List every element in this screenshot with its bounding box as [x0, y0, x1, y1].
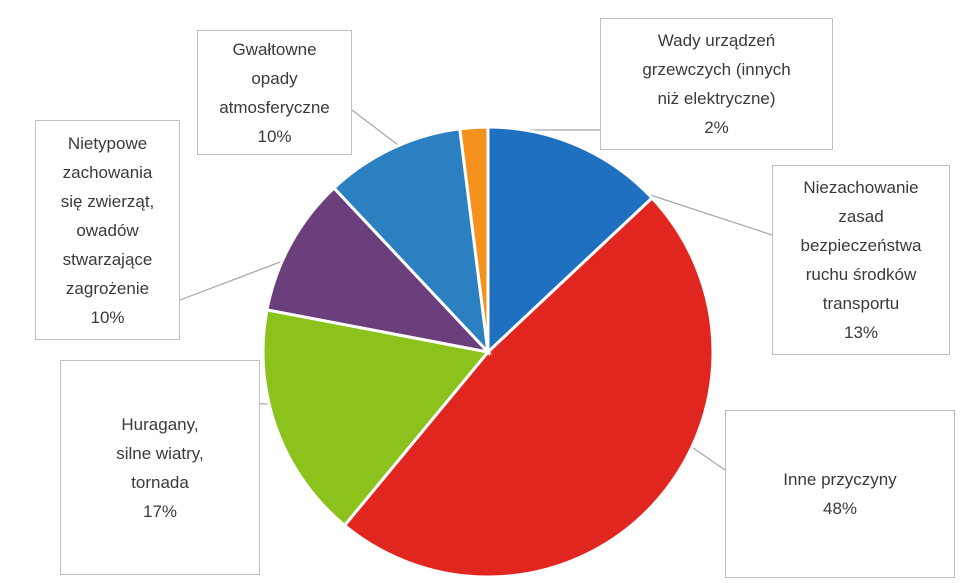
- category-label: Huragany, silne wiatry, tornada: [116, 414, 204, 492]
- value-label: 17%: [142, 501, 178, 521]
- leader-line: [351, 109, 399, 146]
- pie-slice: [265, 185, 493, 355]
- pie-slice: [342, 195, 715, 579]
- callout-label: Gwałtowne opady atmosferyczne 10%: [197, 30, 352, 155]
- callout-label: Wady urządzeń grzewczych (innych niż ele…: [600, 18, 833, 150]
- value-label: 48%: [822, 499, 858, 518]
- value-label: 10%: [257, 126, 292, 146]
- callout-label: Nietypowe zachowania się zwierząt, owadó…: [35, 120, 180, 340]
- category-label: Inne przyczyny: [783, 470, 897, 489]
- pie-slice: [331, 127, 491, 357]
- pie-slice: [261, 308, 491, 528]
- category-label: Gwałtowne opady atmosferyczne: [219, 39, 330, 117]
- callout-label: Niezachowanie zasad bezpieczeństwa ruchu…: [772, 165, 950, 355]
- value-label: 13%: [843, 323, 879, 342]
- callout-label: Inne przyczyny 48%: [725, 410, 955, 578]
- category-label: Nietypowe zachowania się zwierząt, owadó…: [60, 133, 155, 298]
- category-label: Wady urządzeń grzewczych (innych niż ele…: [642, 31, 791, 108]
- value-label: 2%: [704, 118, 729, 137]
- pie-slice: [486, 125, 655, 356]
- value-label: 10%: [90, 307, 125, 327]
- pie-slice: [458, 125, 490, 353]
- callout-label: Huragany, silne wiatry, tornada 17%: [60, 360, 260, 575]
- category-label: Niezachowanie zasad bezpieczeństwa ruchu…: [800, 178, 922, 313]
